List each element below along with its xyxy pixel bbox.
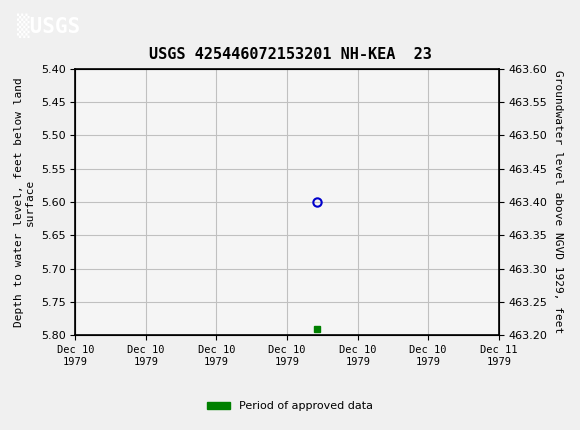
Text: ▒USGS: ▒USGS: [17, 13, 81, 38]
Legend: Period of approved data: Period of approved data: [203, 397, 377, 416]
Y-axis label: Depth to water level, feet below land
surface: Depth to water level, feet below land su…: [14, 77, 35, 327]
Text: USGS 425446072153201 NH-KEA  23: USGS 425446072153201 NH-KEA 23: [148, 47, 432, 62]
Y-axis label: Groundwater level above NGVD 1929, feet: Groundwater level above NGVD 1929, feet: [553, 71, 563, 334]
